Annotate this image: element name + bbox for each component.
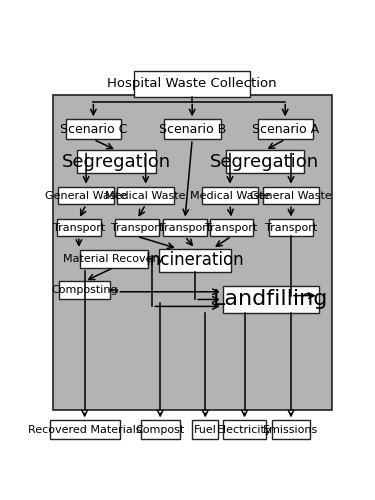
Text: Scenario A: Scenario A: [252, 123, 319, 136]
FancyBboxPatch shape: [134, 71, 250, 97]
Text: Landfilling: Landfilling: [213, 290, 328, 310]
FancyBboxPatch shape: [57, 220, 100, 236]
FancyBboxPatch shape: [77, 150, 156, 173]
Text: Emissions: Emissions: [263, 424, 319, 434]
FancyBboxPatch shape: [202, 186, 258, 204]
Text: General Waste: General Waste: [250, 190, 332, 200]
FancyBboxPatch shape: [262, 186, 320, 204]
Text: Scenario C: Scenario C: [60, 123, 127, 136]
Text: Hospital Waste Collection: Hospital Waste Collection: [107, 78, 277, 90]
Text: Material Recovery: Material Recovery: [63, 254, 164, 264]
Text: Incineration: Incineration: [146, 251, 244, 269]
FancyBboxPatch shape: [210, 220, 253, 236]
Text: Transport: Transport: [111, 223, 163, 233]
FancyBboxPatch shape: [163, 220, 207, 236]
Text: Transport: Transport: [265, 223, 317, 233]
FancyBboxPatch shape: [223, 286, 319, 314]
FancyBboxPatch shape: [50, 420, 120, 439]
FancyBboxPatch shape: [164, 120, 220, 140]
Text: Transport: Transport: [53, 223, 105, 233]
Text: Medical Waste: Medical Waste: [190, 190, 270, 200]
FancyBboxPatch shape: [66, 120, 121, 140]
Text: Compost: Compost: [136, 424, 185, 434]
Text: Fuel: Fuel: [194, 424, 217, 434]
FancyBboxPatch shape: [226, 150, 304, 173]
Text: Composting: Composting: [51, 285, 118, 295]
FancyBboxPatch shape: [224, 420, 266, 439]
Text: Medical Waste: Medical Waste: [105, 190, 186, 200]
FancyBboxPatch shape: [141, 420, 180, 439]
Text: Transport: Transport: [205, 223, 258, 233]
Text: Recovered Materials: Recovered Materials: [28, 424, 141, 434]
Text: Segregation: Segregation: [210, 152, 320, 170]
Text: Scenario B: Scenario B: [159, 123, 226, 136]
FancyBboxPatch shape: [269, 220, 313, 236]
Text: General Waste: General Waste: [45, 190, 127, 200]
FancyBboxPatch shape: [80, 250, 148, 268]
FancyBboxPatch shape: [59, 282, 110, 299]
Text: Segregation: Segregation: [62, 152, 171, 170]
FancyBboxPatch shape: [192, 420, 218, 439]
FancyBboxPatch shape: [159, 248, 231, 272]
Text: Transport: Transport: [159, 223, 211, 233]
FancyBboxPatch shape: [58, 186, 114, 204]
FancyBboxPatch shape: [272, 420, 310, 439]
FancyBboxPatch shape: [117, 186, 174, 204]
Text: Electricity: Electricity: [217, 424, 272, 434]
FancyBboxPatch shape: [115, 220, 159, 236]
FancyBboxPatch shape: [258, 120, 313, 140]
FancyBboxPatch shape: [53, 96, 332, 410]
